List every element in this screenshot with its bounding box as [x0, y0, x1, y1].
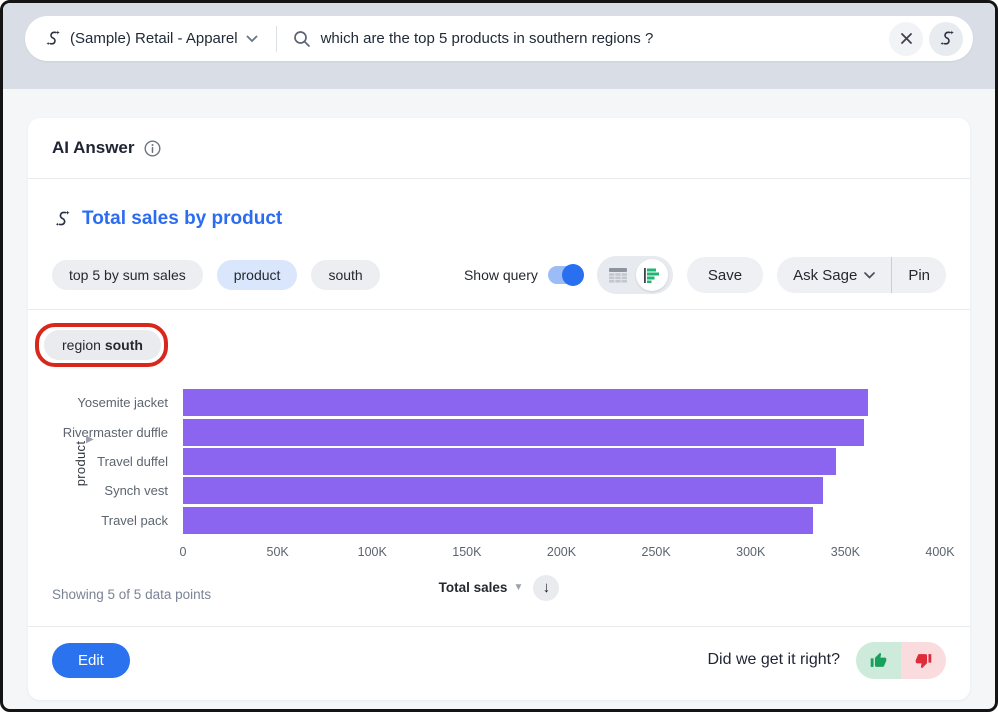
token-chip-product[interactable]: product [216, 260, 298, 290]
search-input-area[interactable]: which are the top 5 products in southern… [281, 30, 889, 48]
divider [28, 309, 970, 310]
answer-title[interactable]: Total sales by product [82, 208, 283, 229]
view-switcher [596, 256, 673, 294]
x-tick-label: 400K [925, 544, 955, 559]
answer-title-row: Total sales by product [52, 208, 946, 230]
thumbs-up-button[interactable] [856, 641, 901, 679]
x-axis-title[interactable]: Total sales [438, 580, 508, 596]
ask-sage-pin-group: Ask Sage Pin [777, 257, 946, 293]
pin-label: Pin [908, 266, 930, 284]
chevron-down-icon [864, 271, 876, 279]
token-chip-top5[interactable]: top 5 by sum sales [52, 260, 203, 290]
top-navigation-bar: (Sample) Retail - Apparel which are the … [3, 3, 995, 89]
ask-sage-button[interactable]: Ask Sage [777, 267, 891, 284]
card-header: AI Answer [52, 118, 946, 178]
x-axis-ticks: 0 50K 100K 150K 200K 250K 300K 350K 400K [179, 544, 955, 565]
chart-rows: Yosemite jacket Rivermaster duffle Travel … [28, 388, 970, 535]
chevron-down-icon[interactable]: ▼ [513, 582, 524, 594]
datasource-selector[interactable]: (Sample) Retail - Apparel [43, 29, 272, 48]
datasource-label: (Sample) Retail - Apparel [70, 30, 238, 47]
search-bar: (Sample) Retail - Apparel which are the … [25, 16, 973, 61]
divider [275, 25, 277, 52]
query-token-chips: top 5 by sum sales product south [52, 260, 380, 290]
data-points-summary: Showing 5 of 5 data points [52, 586, 212, 602]
edit-button[interactable]: Edit [52, 642, 130, 678]
x-tick-label: 250K [641, 544, 671, 559]
feedback-buttons [856, 641, 946, 679]
bar-synch-vest[interactable] [183, 477, 823, 505]
card-title: AI Answer [52, 138, 135, 157]
bar-travel-pack[interactable] [183, 506, 814, 534]
bar-yosemite-jacket[interactable] [183, 389, 869, 417]
x-tick-label: 50K [266, 544, 289, 559]
thumbs-down-button[interactable] [901, 641, 946, 679]
axis-collapse-caret-icon[interactable]: ▶ [86, 434, 94, 445]
show-query-toggle[interactable] [547, 264, 584, 286]
x-tick-label: 300K [736, 544, 766, 559]
card-footer: Edit Did we get it right? [52, 641, 946, 679]
category-label: Yosemite jacket [77, 395, 168, 411]
ai-answer-card: AI Answer Total sales by product [28, 118, 970, 700]
show-query-control: Show query [463, 264, 584, 286]
sage-icon [52, 209, 72, 229]
bar-rivermaster-duffle[interactable] [183, 418, 865, 446]
category-label: Travel duffel [97, 453, 168, 469]
chart-row: Synch vest [28, 476, 970, 505]
divider [28, 178, 970, 179]
bar-travel-duffel[interactable] [183, 447, 836, 475]
ask-sage-label: Ask Sage [793, 266, 858, 284]
answer-toolbar: top 5 by sum sales product south Show qu… [52, 256, 946, 294]
token-chip-south[interactable]: south [311, 260, 380, 290]
sort-descending-button[interactable]: ↓ [533, 574, 560, 601]
chevron-down-icon [246, 35, 258, 43]
table-view-button[interactable] [602, 259, 634, 291]
filter-attribute: region [62, 337, 101, 353]
divider [28, 625, 970, 627]
category-label: Travel pack [101, 512, 168, 528]
info-icon[interactable] [144, 139, 161, 157]
x-tick-label: 100K [357, 544, 387, 559]
chart-row: Rivermaster duffle [28, 417, 970, 446]
filter-value: south [104, 337, 143, 353]
search-icon [293, 30, 311, 48]
region-filter-chip[interactable]: region south [44, 330, 161, 360]
sage-icon [43, 29, 62, 48]
bar-chart: ▶ product Yosemite jacket Rivermaster duf… [28, 388, 970, 601]
chart-row: Travel pack [28, 506, 970, 535]
clear-search-button[interactable] [889, 21, 923, 56]
pin-button[interactable]: Pin [892, 267, 946, 284]
x-axis-footer: Total sales ▼ ↓ [28, 574, 970, 601]
chart-row: Yosemite jacket [28, 388, 970, 417]
show-query-label: Show query [463, 267, 538, 283]
x-tick-label: 0 [179, 544, 187, 559]
category-label: Rivermaster duffle [62, 424, 168, 440]
search-query-text[interactable]: which are the top 5 products in southern… [320, 30, 654, 47]
chart-view-button[interactable] [635, 259, 668, 291]
x-tick-label: 150K [452, 544, 482, 559]
category-label: Synch vest [104, 483, 168, 499]
feedback-question: Did we get it right? [707, 651, 840, 669]
save-button[interactable]: Save [686, 257, 764, 293]
divider [891, 257, 893, 293]
ask-sage-icon-button[interactable] [929, 21, 963, 56]
y-axis-title[interactable]: product [73, 440, 89, 487]
x-tick-label: 350K [830, 544, 860, 559]
chart-row: Travel duffel [28, 447, 970, 476]
x-tick-label: 200K [546, 544, 577, 559]
